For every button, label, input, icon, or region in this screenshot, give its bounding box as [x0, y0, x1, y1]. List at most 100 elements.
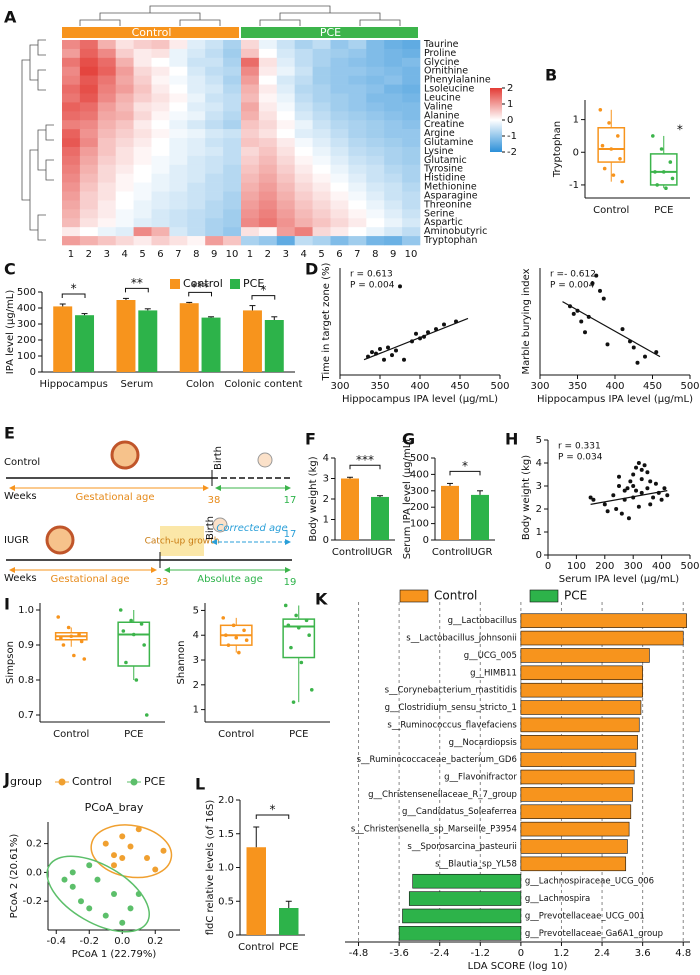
- heatmap-cell: [402, 48, 421, 59]
- heatmap-cell: [133, 182, 152, 192]
- heatmap-cell: [115, 102, 134, 112]
- bar-label: s__Ruminococcaceae_bacterium_GD6: [357, 755, 517, 765]
- panel-label: H: [505, 430, 518, 449]
- heatmap-cell: [62, 120, 81, 130]
- point: [620, 327, 625, 332]
- heatmap-cell: [223, 236, 242, 246]
- point: [135, 826, 142, 833]
- point: [299, 660, 304, 665]
- y-tick-label: 1.5: [218, 829, 234, 840]
- heatmap-cell: [241, 66, 260, 76]
- heatmap-cell: [187, 75, 206, 85]
- heatmap-cell: [312, 218, 331, 228]
- bar: [398, 926, 522, 941]
- heatmap-cell: [187, 40, 206, 50]
- y-tick-label: 0: [323, 535, 329, 546]
- bar-label: g__Christensenellaceae_R_7_group: [368, 790, 517, 800]
- x-tick-label: 0: [518, 948, 524, 959]
- significance-bracket: [449, 470, 481, 476]
- heatmap-cell: [402, 164, 421, 174]
- point: [659, 497, 664, 502]
- x-tick-label: 500: [680, 381, 699, 392]
- heatmap-cell: [348, 48, 367, 59]
- heatmap-cell: [187, 57, 206, 68]
- heatmap-cell: [62, 129, 81, 139]
- point: [614, 507, 619, 511]
- point: [231, 623, 236, 628]
- x-tick-label: IUGR: [468, 547, 493, 558]
- point: [665, 493, 670, 498]
- heatmap-cell: [276, 200, 295, 210]
- heatmap-cell: [312, 173, 331, 183]
- column-label: 8: [193, 249, 199, 260]
- x-tick-label: 400: [605, 381, 624, 392]
- heatmap-cell: [97, 236, 116, 246]
- point: [571, 311, 576, 316]
- heatmap-cell: [366, 120, 385, 130]
- column-label: 9: [390, 249, 396, 260]
- row-label: IUGR: [4, 535, 29, 546]
- bar-label: g__Nocardiopsis: [449, 738, 518, 748]
- heatmap-cell: [276, 57, 295, 68]
- point: [583, 330, 587, 335]
- heatmap-cell: [187, 84, 206, 94]
- heatmap-cell: [258, 111, 278, 121]
- heatmap-cell: [330, 164, 349, 174]
- heatmap-cell: [187, 129, 206, 139]
- heatmap-cell: [312, 155, 331, 166]
- heatmap-cell: [402, 120, 421, 130]
- heatmap-cell: [294, 111, 313, 121]
- heatmap-cell: [384, 93, 403, 103]
- heatmap-cell: [223, 227, 242, 237]
- point: [617, 474, 621, 479]
- heatmap-cell: [312, 75, 331, 85]
- point: [661, 170, 666, 174]
- y-tick-label: 0.0: [26, 867, 42, 878]
- heatmap-cell: [330, 236, 349, 246]
- heatmap-cell: [79, 182, 99, 192]
- x-tick-label: -1.2: [471, 948, 491, 959]
- heatmap-cell: [366, 209, 385, 219]
- point: [642, 463, 647, 468]
- point: [619, 511, 624, 516]
- point: [221, 616, 226, 620]
- heatmap-cell: [187, 93, 206, 103]
- bar-label: s__Blautia_sp_YL58: [435, 859, 517, 869]
- point: [670, 176, 675, 181]
- heatmap-cell: [62, 93, 81, 103]
- heatmap-cell: [169, 93, 188, 103]
- heatmap-cell: [133, 102, 152, 112]
- heatmap-cell: [151, 75, 170, 85]
- bar: [520, 613, 687, 628]
- column-label: 6: [157, 249, 163, 260]
- colorbar-label: 1: [507, 99, 513, 110]
- heatmap-cell: [97, 182, 116, 192]
- heatmap-cell: [223, 102, 242, 112]
- heatmap-cell: [258, 164, 278, 174]
- heatmap-cell: [133, 173, 152, 183]
- point: [653, 481, 658, 486]
- heatmap-cell: [402, 200, 421, 210]
- heatmap-cell: [97, 164, 116, 174]
- heatmap-cell: [151, 84, 170, 94]
- heatmap-cell: [294, 48, 313, 59]
- heatmap-cell: [241, 146, 260, 157]
- x-tick-label: -3.6: [389, 948, 409, 959]
- point: [390, 353, 394, 358]
- point: [653, 170, 657, 174]
- heatmap-cell: [312, 84, 331, 94]
- heatmap-cell: [205, 138, 224, 148]
- heatmap-cell: [133, 218, 152, 228]
- heatmap-cell: [205, 111, 224, 121]
- heatmap-cell: [348, 75, 367, 85]
- legend-label: PCE: [564, 589, 587, 603]
- heatmap-cell: [205, 173, 224, 183]
- heatmap-cell: [312, 129, 331, 139]
- column-label: 1: [68, 249, 74, 260]
- heatmap-cell: [276, 218, 295, 228]
- column-label: 3: [104, 249, 110, 260]
- bar-label: g__UCG_005: [464, 651, 517, 661]
- fetus-icon: [45, 525, 75, 555]
- heatmap-cell: [258, 173, 278, 183]
- heatmap-cell: [62, 48, 81, 59]
